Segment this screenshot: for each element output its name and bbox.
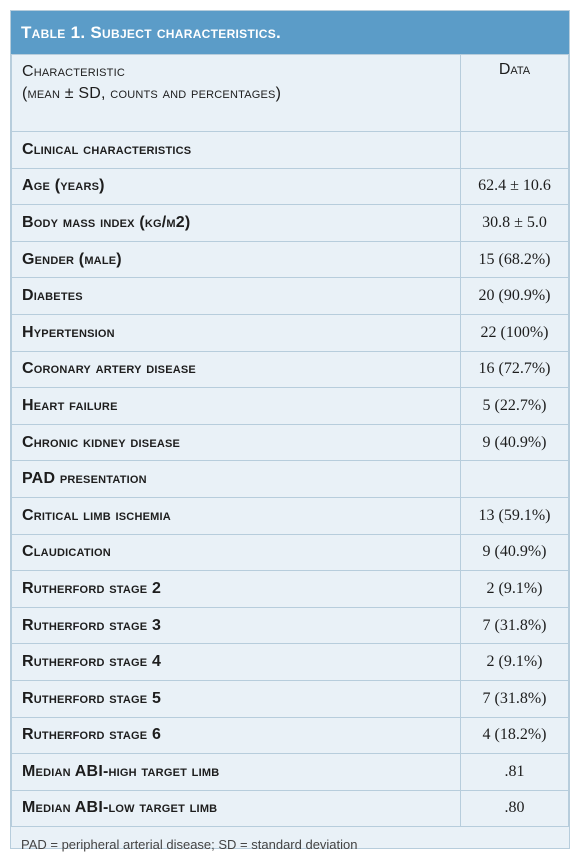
row-value: 5 (22.7%) <box>460 387 569 425</box>
table-row: Hypertension 22 (100%) <box>11 313 569 352</box>
row-value <box>460 131 569 169</box>
table-row: Median ABI-low target limb .80 <box>11 789 569 828</box>
table-row: Body mass index (kg/m2) 30.8 ± 5.0 <box>11 204 569 242</box>
header-characteristic: Characteristic (mean ± SD, counts and pe… <box>11 54 461 132</box>
row-value: 20 (90.9%) <box>460 277 569 315</box>
row-value <box>460 460 569 498</box>
table-row: Median ABI-high target limb .81 <box>11 753 569 791</box>
row-label: Hypertension <box>11 313 461 352</box>
table-header-row: Characteristic (mean ± SD, counts and pe… <box>11 54 569 132</box>
table-row: Diabetes 20 (90.9%) <box>11 277 569 315</box>
row-value: 16 (72.7%) <box>460 350 569 389</box>
row-value: 2 (9.1%) <box>460 643 569 681</box>
row-value: 4 (18.2%) <box>460 716 569 755</box>
characteristics-table: Characteristic (mean ± SD, counts and pe… <box>11 54 569 828</box>
row-label: Median ABI-high target limb <box>11 753 461 791</box>
table-row: Coronary artery disease 16 (72.7%) <box>11 350 569 389</box>
row-label: Claudication <box>11 533 461 572</box>
row-value: 7 (31.8%) <box>460 606 569 645</box>
row-value: 22 (100%) <box>460 313 569 352</box>
table-row: Heart failure 5 (22.7%) <box>11 387 569 425</box>
row-label: Chronic kidney disease <box>11 423 461 462</box>
table-row: Claudication 9 (40.9%) <box>11 533 569 572</box>
row-value: 15 (68.2%) <box>460 240 569 279</box>
row-label: Critical limb ischemia <box>11 496 461 535</box>
row-value: 9 (40.9%) <box>460 423 569 462</box>
row-value: 62.4 ± 10.6 <box>460 167 569 206</box>
row-value: .81 <box>460 753 569 791</box>
row-value: 30.8 ± 5.0 <box>460 204 569 242</box>
table-panel: Table 1. Subject characteristics. Charac… <box>10 10 570 852</box>
table-footnote: PAD = peripheral arterial disease; SD = … <box>21 837 358 853</box>
table-row: Chronic kidney disease 9 (40.9%) <box>11 423 569 462</box>
table-row: Clinical characteristics <box>11 131 569 169</box>
table-row: PAD presentation <box>11 460 569 498</box>
table-row: Gender (male) 15 (68.2%) <box>11 240 569 279</box>
header-characteristic-line1: Characteristic <box>22 63 125 80</box>
row-value: 9 (40.9%) <box>460 533 569 572</box>
header-characteristic-line2: (mean ± SD, counts and percentages) <box>22 85 282 102</box>
row-label: Rutherford stage 6 <box>11 716 461 755</box>
table-row: Age (years) 62.4 ± 10.6 <box>11 167 569 206</box>
row-value: 2 (9.1%) <box>460 570 569 608</box>
header-data: Data <box>460 54 569 132</box>
row-label: Clinical characteristics <box>11 131 461 169</box>
row-label: Heart failure <box>11 387 461 425</box>
row-label: Body mass index (kg/m2) <box>11 204 461 242</box>
table-title: Table 1. Subject characteristics. <box>11 11 569 54</box>
row-value: 7 (31.8%) <box>460 679 569 718</box>
row-label: PAD presentation <box>11 460 461 498</box>
row-value: 13 (59.1%) <box>460 496 569 535</box>
table-row: Critical limb ischemia 13 (59.1%) <box>11 496 569 535</box>
row-label: Rutherford stage 5 <box>11 679 461 718</box>
row-value: .80 <box>460 789 569 828</box>
row-label: Diabetes <box>11 277 461 315</box>
row-label: Rutherford stage 2 <box>11 570 461 608</box>
row-label: Coronary artery disease <box>11 350 461 389</box>
row-label: Age (years) <box>11 167 461 206</box>
row-label: Median ABI-low target limb <box>11 789 461 828</box>
row-label: Rutherford stage 3 <box>11 606 461 645</box>
row-label: Rutherford stage 4 <box>11 643 461 681</box>
row-label: Gender (male) <box>11 240 461 279</box>
